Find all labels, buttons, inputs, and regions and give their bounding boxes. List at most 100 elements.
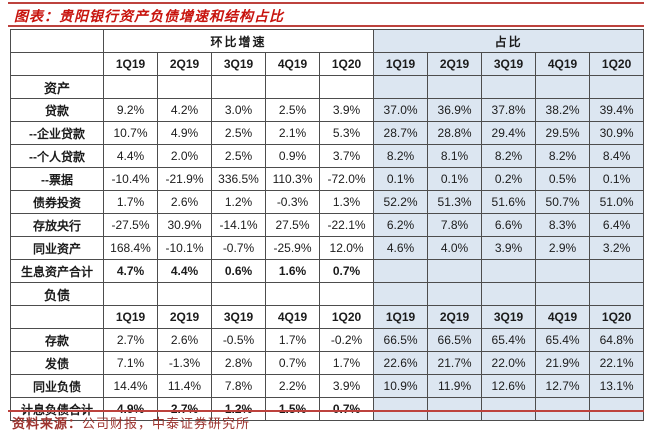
share-cell xyxy=(589,259,645,283)
share-cell: 11.9% xyxy=(427,374,483,398)
table-row: --个人贷款 4.4% 2.0% 2.5% 0.9% 3.7% 8.2% 8.1% 8.2% 8.… xyxy=(10,144,645,168)
share-cell: 36.9% xyxy=(427,98,483,122)
quarter-header-cell: 2Q19 xyxy=(157,52,212,76)
share-cell xyxy=(481,397,537,421)
table-row: 债券投资 1.7% 2.6% 1.2% -0.3% 1.3% 52.2% 51.3% 51.6%… xyxy=(10,190,645,214)
growth-cell: 2.5% xyxy=(211,121,266,145)
growth-cell: 3.0% xyxy=(211,98,266,122)
growth-cell: 2.6% xyxy=(157,328,212,352)
growth-cell xyxy=(211,282,266,306)
growth-cell: 2.1% xyxy=(265,121,320,145)
source-text: 公司财报，中泰证券研究所 xyxy=(82,416,251,430)
title-divider xyxy=(8,25,644,27)
share-cell: 7.8% xyxy=(427,213,483,237)
row-label: 资产 xyxy=(10,75,104,99)
share-cell xyxy=(427,75,483,99)
row-label: --个人贷款 xyxy=(10,144,104,168)
group-header-row: 环比增速 占比 xyxy=(10,29,645,53)
table-row: --票据 -10.4% -21.9% 336.5% 110.3% -72.0% 0.1% 0.… xyxy=(10,167,645,191)
share-cell xyxy=(589,397,645,421)
growth-cell xyxy=(265,75,320,99)
growth-cell: 1.7% xyxy=(103,190,158,214)
quarter-header-cell: 4Q19 xyxy=(535,305,591,329)
table-body: 环比增速 占比 1Q19 2Q19 3Q19 4Q19 1Q20 1Q19 2Q19 3Q19 4Q… xyxy=(10,29,645,421)
growth-cell: 0.6% xyxy=(211,259,266,283)
share-cell: 0.1% xyxy=(427,167,483,191)
growth-cell: 0.9% xyxy=(265,144,320,168)
share-cell xyxy=(373,259,429,283)
row-label: 存款 xyxy=(10,328,104,352)
group-header-growth: 环比增速 xyxy=(102,29,375,53)
share-cell xyxy=(589,282,645,306)
data-table: 环比增速 占比 1Q19 2Q19 3Q19 4Q19 1Q20 1Q19 2Q19 3Q19 4Q… xyxy=(10,29,645,421)
share-cell: 0.1% xyxy=(589,167,645,191)
share-cell: 2.9% xyxy=(535,236,591,260)
share-cell: 8.2% xyxy=(481,144,537,168)
share-cell: 8.4% xyxy=(589,144,645,168)
row-label: --票据 xyxy=(10,167,104,191)
share-cell: 52.2% xyxy=(373,190,429,214)
share-cell xyxy=(427,282,483,306)
quarter-header-cell: 1Q20 xyxy=(318,305,375,329)
growth-cell xyxy=(211,75,266,99)
growth-cell: 12.0% xyxy=(318,236,375,260)
quarter-header-cell: 3Q19 xyxy=(211,305,266,329)
share-cell: 21.7% xyxy=(427,351,483,375)
growth-cell: 1.7% xyxy=(265,328,320,352)
share-cell: 66.5% xyxy=(427,328,483,352)
growth-cell: 9.2% xyxy=(103,98,158,122)
bottom-divider xyxy=(8,410,644,412)
share-cell: 64.8% xyxy=(589,328,645,352)
share-cell: 21.9% xyxy=(535,351,591,375)
row-label xyxy=(10,305,104,329)
share-cell: 4.0% xyxy=(427,236,483,260)
growth-cell: 4.7% xyxy=(103,259,158,283)
share-cell xyxy=(373,282,429,306)
row-label: --企业贷款 xyxy=(10,121,104,145)
growth-cell: 4.4% xyxy=(103,144,158,168)
growth-cell: 2.7% xyxy=(103,328,158,352)
share-cell: 50.7% xyxy=(535,190,591,214)
table-row: 同业资产 168.4% -10.1% -0.7% -25.9% 12.0% 4.6% 4.0%… xyxy=(10,236,645,260)
quarter-header-cell: 3Q19 xyxy=(481,52,537,76)
quarter-header-cell: 4Q19 xyxy=(265,52,320,76)
share-cell: 28.7% xyxy=(373,121,429,145)
share-cell: 30.9% xyxy=(589,121,645,145)
row-label: 贷款 xyxy=(10,98,104,122)
row-label: 生息资产合计 xyxy=(10,259,104,283)
share-cell: 0.5% xyxy=(535,167,591,191)
share-cell xyxy=(427,259,483,283)
row-label xyxy=(10,52,104,76)
quarter-header-cell: 1Q19 xyxy=(373,52,429,76)
growth-cell: -10.1% xyxy=(157,236,212,260)
share-cell: 0.1% xyxy=(373,167,429,191)
growth-cell: 2.2% xyxy=(265,374,320,398)
share-cell: 4.6% xyxy=(373,236,429,260)
row-label: 同业资产 xyxy=(10,236,104,260)
share-cell: 28.8% xyxy=(427,121,483,145)
growth-cell: 0.7% xyxy=(265,351,320,375)
table-row: 同业负债 14.4% 11.4% 7.8% 2.2% 3.9% 10.9% 11.9% 12.6… xyxy=(10,374,645,398)
share-cell: 12.6% xyxy=(481,374,537,398)
chart-title: 图表：贵阳银行资产负债增速和结构占比 xyxy=(14,6,284,26)
quarter-header-cell: 1Q19 xyxy=(373,305,429,329)
share-cell: 51.6% xyxy=(481,190,537,214)
growth-cell: 0.7% xyxy=(318,259,375,283)
growth-cell: 1.2% xyxy=(211,190,266,214)
share-cell: 6.6% xyxy=(481,213,537,237)
row-label: 同业负债 xyxy=(10,374,104,398)
growth-cell: 1.5% xyxy=(265,397,320,421)
growth-cell: 4.9% xyxy=(157,121,212,145)
growth-cell: 3.7% xyxy=(318,144,375,168)
share-cell: 8.1% xyxy=(427,144,483,168)
share-cell: 10.9% xyxy=(373,374,429,398)
growth-cell: 1.6% xyxy=(265,259,320,283)
share-cell: 6.2% xyxy=(373,213,429,237)
quarter-header-cell: 1Q20 xyxy=(318,52,375,76)
share-cell: 65.4% xyxy=(535,328,591,352)
growth-cell: 168.4% xyxy=(103,236,158,260)
row-label: 计息负债合计 xyxy=(10,397,104,421)
growth-cell: 14.4% xyxy=(103,374,158,398)
share-cell: 13.1% xyxy=(589,374,645,398)
share-cell: 51.3% xyxy=(427,190,483,214)
